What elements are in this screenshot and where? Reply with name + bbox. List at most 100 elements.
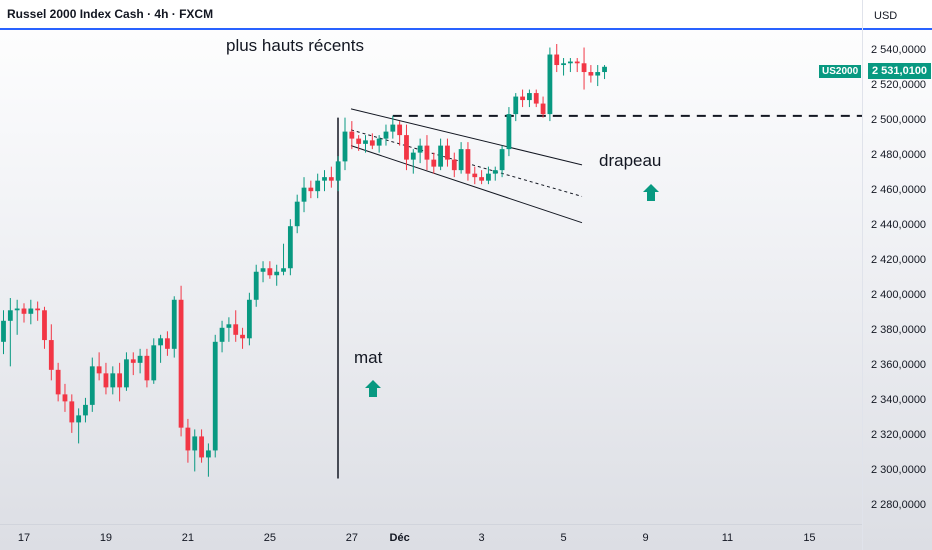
candle <box>445 138 450 167</box>
candle <box>178 285 184 437</box>
x-tick-label: 5 <box>560 532 567 544</box>
candle-body <box>130 359 136 363</box>
candle <box>226 317 232 342</box>
candle <box>349 121 355 150</box>
candle-body <box>103 373 109 388</box>
currency-selector[interactable]: USD <box>874 10 898 22</box>
candle <box>602 65 607 80</box>
candle-body <box>178 299 184 428</box>
candle <box>158 334 163 363</box>
flag-upper-line <box>350 108 583 166</box>
candle <box>212 334 218 458</box>
candle-body <box>212 341 218 451</box>
candle <box>240 327 245 349</box>
candle-body <box>315 180 321 192</box>
candle-body <box>287 226 293 269</box>
candle <box>486 166 491 185</box>
candle <box>533 89 539 108</box>
candle-body <box>424 145 430 160</box>
x-tick-label: 15 <box>803 532 816 544</box>
candle <box>199 429 204 463</box>
candle <box>42 306 47 349</box>
candle-body <box>76 415 82 423</box>
candle-body <box>185 427 191 451</box>
candle-body <box>69 401 75 423</box>
arrow-layer <box>365 184 659 397</box>
candle-body <box>240 334 245 339</box>
candle <box>267 261 273 279</box>
candle-body <box>554 54 560 66</box>
candle-body <box>158 338 163 346</box>
candle-body <box>253 271 259 300</box>
candle-body <box>465 149 471 174</box>
candle <box>69 394 75 433</box>
chart-title[interactable]: Russel 2000 Index Cash · 4h · FXCM <box>7 7 214 21</box>
candle <box>404 124 409 171</box>
candle-body <box>14 308 20 311</box>
x-tick-label: Déc <box>389 532 410 544</box>
candle-body <box>83 404 88 416</box>
arrow-up-icon <box>365 380 381 397</box>
arrow-up-icon <box>643 184 659 201</box>
candle-body <box>595 72 601 76</box>
candle <box>492 166 498 181</box>
candle <box>520 89 525 108</box>
candle <box>246 292 252 346</box>
candle-body <box>342 131 348 162</box>
candle <box>581 47 587 90</box>
candle-body <box>356 138 362 144</box>
candle-body <box>42 310 47 341</box>
candle-body <box>267 268 273 276</box>
candle <box>117 362 123 402</box>
x-tick-label: 25 <box>263 532 276 544</box>
candle-body <box>533 93 539 104</box>
chart-header: Russel 2000 Index Cash · 4h · FXCM USD <box>0 0 932 30</box>
candle <box>287 219 293 276</box>
candle-body <box>96 366 102 374</box>
annotation-recent-highs[interactable]: plus hauts récents <box>226 36 364 55</box>
candle-body <box>431 159 437 167</box>
candle-body <box>561 63 566 66</box>
candles-layer <box>1 44 607 477</box>
candle-body <box>506 114 512 150</box>
y-tick-label: 2 500,0000 <box>871 114 927 127</box>
candle <box>281 243 286 276</box>
x-tick-label: 27 <box>345 532 358 544</box>
candle-body <box>274 271 280 276</box>
symbol-label: US2000 <box>819 64 862 78</box>
candle <box>567 58 573 73</box>
candle-body <box>308 187 314 192</box>
candle-body <box>363 140 368 144</box>
annotation-mast[interactable]: mat <box>354 348 383 367</box>
candle <box>356 135 362 151</box>
candle <box>28 299 34 325</box>
candle <box>506 107 512 157</box>
candle-body <box>206 450 211 458</box>
candle <box>472 166 478 185</box>
candle <box>62 383 68 412</box>
candle <box>465 142 471 181</box>
candle <box>165 331 170 356</box>
annotation-flag[interactable]: drapeau <box>599 151 662 170</box>
candle-body <box>513 96 519 115</box>
candle-body <box>322 177 327 181</box>
candle <box>185 418 191 463</box>
x-tick-label: 17 <box>17 532 31 544</box>
candle-body <box>260 268 266 272</box>
y-tick-label: 2 340,0000 <box>871 394 927 407</box>
candle <box>301 177 307 213</box>
candle-body <box>588 72 594 76</box>
candle <box>294 194 300 234</box>
candle-body <box>62 394 68 402</box>
candle <box>561 58 566 76</box>
candle-body <box>499 149 505 171</box>
candle <box>397 121 403 146</box>
candle <box>206 443 211 477</box>
candle-body <box>527 93 532 101</box>
y-tick-label: 2 280,0000 <box>871 499 927 512</box>
candle <box>540 96 546 118</box>
candle <box>451 152 457 178</box>
candle <box>253 264 259 307</box>
candle <box>322 170 327 192</box>
